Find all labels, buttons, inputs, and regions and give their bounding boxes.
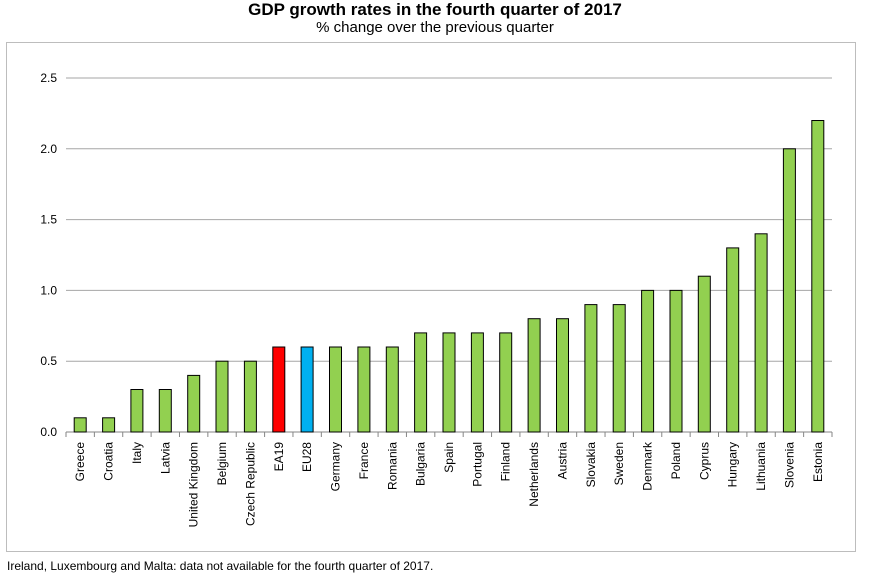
x-tick-label: Croatia (102, 442, 116, 481)
bar-czech-republic (243, 360, 257, 433)
y-tick-label: 0.5 (40, 354, 57, 368)
x-tick-label: Belgium (215, 442, 229, 485)
bar-bulgaria (414, 332, 428, 433)
bar-slovenia (782, 148, 796, 433)
y-tick-label: 1.0 (40, 283, 57, 297)
bar-italy (130, 389, 144, 433)
bar-united-kingdom (187, 374, 201, 433)
bar-ea19 (272, 346, 286, 433)
bar-poland (669, 289, 683, 433)
x-tick-label: Portugal (470, 442, 484, 487)
y-tick-label: 2.0 (40, 142, 57, 156)
y-tick-label: 1.5 (40, 213, 57, 227)
bar-eu28 (300, 346, 314, 433)
x-tick-label: Czech Republic (243, 442, 257, 526)
bar-finland (499, 332, 513, 433)
x-tick-label: Sweden (612, 442, 626, 485)
y-tick-label: 0.0 (40, 425, 57, 439)
x-tick-label: Latvia (158, 442, 172, 474)
x-tick-label: Greece (73, 442, 87, 482)
x-tick-label: Slovenia (782, 442, 796, 488)
bar-hungary (726, 247, 740, 433)
bar-sweden (612, 304, 626, 433)
x-tick-label: Hungary (726, 442, 740, 487)
bar-greece (73, 417, 87, 433)
bar-denmark (641, 289, 655, 433)
x-tick-label: Finland (499, 442, 513, 481)
chart-frame (6, 42, 856, 552)
bar-austria (556, 318, 569, 433)
y-tick-label: 2.5 (40, 71, 57, 85)
bar-spain (442, 332, 456, 433)
x-tick-label: EU28 (300, 442, 314, 472)
x-tick-label: Lithuania (754, 442, 768, 491)
bar-croatia (102, 417, 116, 433)
x-tick-label: Spain (442, 442, 456, 473)
bar-netherlands (527, 318, 541, 433)
bar-lithuania (754, 233, 768, 433)
x-tick-label: Bulgaria (414, 442, 428, 486)
x-tick-label: Cyprus (697, 442, 711, 480)
x-tick-label: Estonia (811, 442, 825, 482)
bar-cyprus (697, 275, 711, 433)
x-tick-label: United Kingdom (187, 442, 201, 527)
x-tick-label: Italy (130, 442, 144, 464)
bar-france (357, 346, 371, 433)
bar-latvia (158, 389, 172, 433)
bar-slovakia (584, 304, 598, 433)
chart-subtitle: % change over the previous quarter (316, 19, 554, 36)
x-tick-label: Austria (556, 442, 570, 480)
footnote: Ireland, Luxembourg and Malta: data not … (7, 559, 434, 573)
bar-belgium (215, 360, 229, 433)
x-tick-label: EA19 (272, 442, 286, 472)
x-tick-label: Denmark (641, 441, 655, 491)
bar-romania (385, 346, 399, 433)
x-tick-label: Germany (329, 442, 343, 491)
x-tick-label: Netherlands (527, 442, 541, 507)
bar-estonia (811, 120, 825, 433)
x-tick-label: France (357, 442, 371, 480)
x-tick-label: Poland (669, 442, 683, 479)
bar-portugal (470, 332, 484, 433)
x-tick-label: Romania (385, 442, 399, 490)
bar-germany (329, 346, 342, 433)
chart-title: GDP growth rates in the fourth quarter o… (248, 0, 622, 19)
x-tick-label: Slovakia (584, 442, 598, 488)
